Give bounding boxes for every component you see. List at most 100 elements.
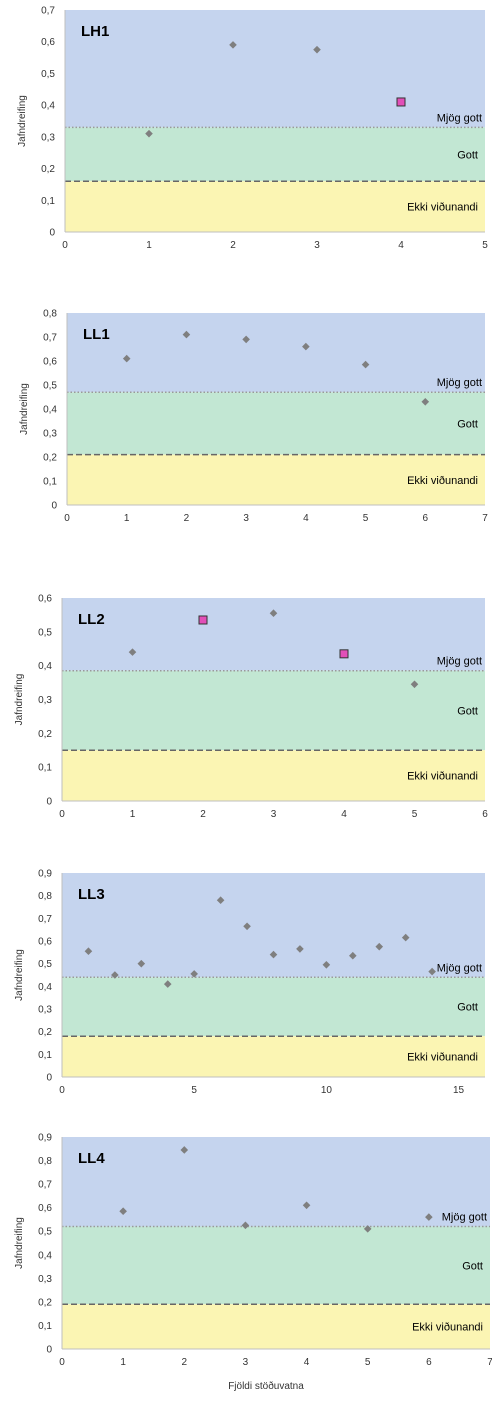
data-point [322,961,331,969]
band-label-good: Gott [457,418,478,430]
x-tick-label: 1 [130,809,136,820]
data-point [111,971,119,979]
y-tick-label: 0,9 [38,1133,52,1144]
y-tick-label: 0,8 [43,309,57,320]
data-point [229,41,237,49]
x-tick-label: 6 [426,1357,432,1368]
band-label-not-acceptable: Ekki viðunandi [407,771,478,783]
data-point [349,951,357,960]
x-tick-label: 6 [482,809,488,820]
y-axis-title: Jafndreifing [14,1217,25,1269]
x-tick-label: 3 [243,513,249,524]
x-tick-label: 2 [200,809,206,820]
band-label-good: Gott [457,149,478,161]
data-point [137,959,146,968]
band-label-not-acceptable: Ekki viðunandi [407,475,478,487]
data-point [421,398,430,406]
data-point [296,945,304,953]
data-point [428,967,436,976]
y-axis-title: Jafndreifing [19,383,30,435]
data-point [425,1213,433,1221]
band-label-very-good: Mjög gott [437,962,482,974]
x-tick-label: 1 [124,513,130,524]
data-point-highlight [396,97,406,107]
panel-title: LH1 [81,23,109,40]
y-tick-label: 0,5 [38,627,52,638]
chart-panel-ll3: 0 0,1 0,2 0,3 0,4 0,5 0,6 0,7 0,8 0,9 0 5 10 15 Jafndr… [14,869,485,1096]
y-tick-label: 0 [51,501,57,512]
x-tick-label: 0 [59,1085,65,1096]
band-very-good [62,873,485,978]
y-tick-label: 0,1 [38,1321,52,1332]
y-tick-label: 0,1 [38,1050,52,1061]
band-good [62,977,485,1037]
y-tick-label: 0,2 [38,1027,52,1038]
data-point [122,354,131,363]
data-point [361,360,370,369]
x-tick-label: 6 [423,513,429,524]
data-point [163,980,172,988]
y-tick-label: 0,7 [38,914,52,925]
y-tick-label: 0,7 [43,333,57,344]
panel-title: LL4 [78,1150,105,1167]
y-tick-label: 0,7 [41,6,55,17]
y-tick-label: 0,3 [41,132,55,143]
x-tick-label: 15 [453,1085,465,1096]
x-tick-label: 2 [182,1357,188,1368]
band-good [65,127,485,182]
y-tick-label: 0,6 [38,1203,52,1214]
data-point [128,648,137,656]
band-very-good [65,10,485,128]
y-tick-label: 0,6 [41,37,55,48]
x-tick-label: 2 [230,240,236,251]
band-very-good [62,1137,490,1227]
band-label-not-acceptable: Ekki viðunandi [407,1052,478,1064]
band-label-not-acceptable: Ekki viðunandi [412,1322,483,1334]
x-tick-label: 10 [321,1085,333,1096]
y-tick-label: 0,2 [41,164,55,175]
y-axis-title: Jafndreifing [14,674,25,726]
data-point [243,922,251,931]
band-label-very-good: Mjög gott [442,1212,487,1224]
x-tick-label: 1 [146,240,152,251]
y-tick-label: 0,3 [38,1005,52,1016]
data-point-highlight [339,649,349,659]
data-point [269,609,278,618]
x-tick-label: 0 [64,513,70,524]
y-tick-label: 0,3 [38,695,52,706]
data-point [216,896,225,904]
band-label-good: Gott [457,1002,478,1014]
x-tick-label: 4 [304,1357,310,1368]
band-good [62,1226,490,1305]
y-tick-label: 0,3 [43,429,57,440]
x-tick-label: 0 [59,1357,65,1368]
y-tick-label: 0,1 [38,763,52,774]
data-point [269,950,278,959]
x-tick-label: 2 [184,513,190,524]
band-good [62,670,485,751]
x-tick-label: 7 [487,1357,492,1368]
y-tick-label: 0,1 [43,477,57,488]
data-point [401,933,410,942]
y-tick-label: 0,8 [38,891,52,902]
y-tick-label: 0,5 [38,959,52,970]
chart-panel-ll2: 0 0,1 0,2 0,3 0,4 0,5 0,6 0 1 2 3 4 5 6 Jafndreifing LL… [14,594,488,821]
band-not-acceptable [65,181,485,232]
x-tick-label: 5 [363,513,369,524]
y-tick-label: 0 [46,1073,52,1084]
data-point [302,1201,311,1210]
y-tick-label: 0,9 [38,869,52,880]
band-label-very-good: Mjög gott [437,112,482,124]
band-not-acceptable [67,454,485,505]
panel-title: LL1 [83,326,110,343]
y-tick-label: 0,6 [38,937,52,948]
y-tick-label: 0,2 [43,453,57,464]
data-point [410,680,419,689]
chart-panel-ll1: 0 0,1 0,2 0,3 0,4 0,5 0,6 0,7 0,8 0 1 2 3 4 5 6 7 Jafndre… [19,309,488,525]
band-label-very-good: Mjög gott [437,656,482,668]
band-very-good [62,598,485,671]
y-axis-title: Jafndreifing [17,95,28,147]
y-tick-label: 0,4 [43,405,57,416]
y-tick-label: 0,6 [38,594,52,605]
data-point [375,942,384,951]
